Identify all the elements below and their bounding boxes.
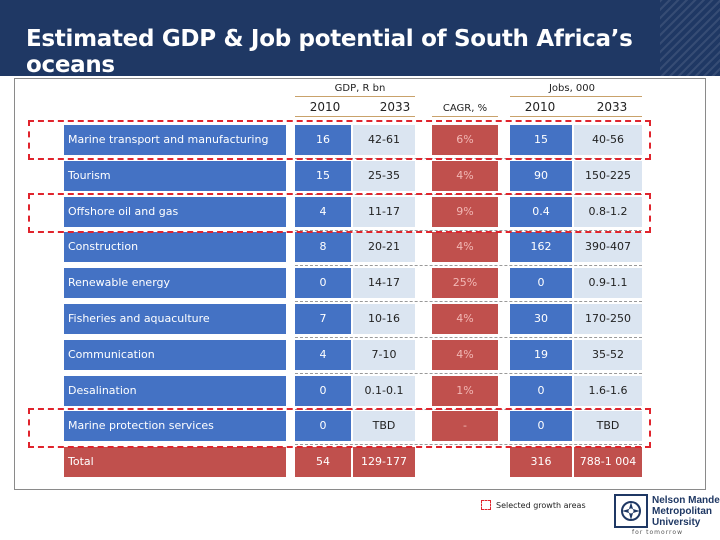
gdp-2010-cell: 7 — [295, 304, 351, 334]
slide-header: Estimated GDP & Job potential of South A… — [0, 0, 720, 78]
jobs-2010-cell: 30 — [510, 304, 572, 334]
jobs-2033-cell: 0.9-1.1 — [574, 268, 642, 298]
gdp-2033-cell: 42-61 — [353, 125, 415, 155]
gdp-group-header: GDP, R bn — [334, 83, 386, 94]
cagr-header: CAGR, % — [442, 103, 488, 114]
gdp-2010-cell: 4 — [295, 340, 351, 370]
cagr-cell: 4% — [432, 340, 498, 370]
logo-line1: Nelson Mandela — [652, 495, 720, 506]
gdp-2010-cell: 8 — [295, 232, 351, 262]
table-row-label: Tourism — [64, 161, 286, 191]
table-frame — [14, 78, 706, 490]
header-decoration — [660, 0, 720, 76]
row-separator — [295, 230, 642, 231]
total-jobs2033-cell: 788-1 004 — [574, 447, 642, 477]
table-row-label: Desalination — [64, 376, 286, 406]
gdp-2010-cell: 0 — [295, 376, 351, 406]
jobs-2033-cell: 390-407 — [574, 232, 642, 262]
jobs-2010-cell: 0.4 — [510, 197, 572, 227]
gdp-2033-cell: 11-17 — [353, 197, 415, 227]
legend-label: Selected growth areas — [496, 501, 586, 510]
gdp-2010-header: 2010 — [309, 100, 341, 114]
cagr-cell: 4% — [432, 161, 498, 191]
gdp-2033-cell: 14-17 — [353, 268, 415, 298]
jobs-2010-cell: 90 — [510, 161, 572, 191]
row-separator — [295, 265, 642, 266]
highlight-box-offshore-oil — [28, 193, 651, 233]
gdp-group-underline — [295, 96, 415, 97]
row-separator — [295, 373, 642, 374]
cagr-cell: 9% — [432, 197, 498, 227]
gdp-2010-cell: 0 — [295, 268, 351, 298]
jobs-2010-cell: 0 — [510, 411, 572, 441]
gdp-2033-cell: TBD — [353, 411, 415, 441]
jobs-2033-header: 2033 — [596, 100, 628, 114]
cagr-cell: 4% — [432, 232, 498, 262]
slide-title: Estimated GDP & Job potential of South A… — [26, 26, 633, 78]
gdp-2033-cell: 20-21 — [353, 232, 415, 262]
total-jobs2010-cell: 316 — [510, 447, 572, 477]
jobs-group-underline — [510, 96, 642, 97]
jobs-2033-cell: 150-225 — [574, 161, 642, 191]
jobs-2033-cell: 1.6-1.6 — [574, 376, 642, 406]
jobs-2033-cell: TBD — [574, 411, 642, 441]
gdp-header-underline — [295, 116, 415, 117]
table-row-label: Fisheries and aquaculture — [64, 304, 286, 334]
highlight-box-marine-transport — [28, 120, 651, 160]
logo-tagline: for tomorrow — [632, 529, 683, 536]
legend-swatch — [481, 500, 491, 510]
jobs-2033-cell: 0.8-1.2 — [574, 197, 642, 227]
logo-line2: Metropolitan — [652, 506, 712, 517]
jobs-2010-cell: 162 — [510, 232, 572, 262]
gdp-2010-cell: 4 — [295, 197, 351, 227]
cagr-cell: 4% — [432, 304, 498, 334]
total-row-label: Total — [64, 447, 286, 477]
jobs-2010-cell: 19 — [510, 340, 572, 370]
cagr-cell: 6% — [432, 125, 498, 155]
row-separator — [295, 444, 642, 445]
jobs-2010-cell: 15 — [510, 125, 572, 155]
gdp-2033-cell: 25-35 — [353, 161, 415, 191]
table-row-label: Renewable energy — [64, 268, 286, 298]
logo-line3: University — [652, 517, 701, 528]
table-row-label: Construction — [64, 232, 286, 262]
jobs-2033-cell: 40-56 — [574, 125, 642, 155]
university-logo-icon — [614, 494, 648, 528]
cagr-header-underline — [432, 116, 498, 117]
jobs-2033-cell: 170-250 — [574, 304, 642, 334]
table-row-label: Marine transport and manufacturing — [64, 125, 286, 155]
gdp-2010-cell: 16 — [295, 125, 351, 155]
cagr-cell: 25% — [432, 268, 498, 298]
total-gdp2033-cell: 129-177 — [353, 447, 415, 477]
highlight-box-marine-protection — [28, 408, 651, 448]
gdp-2033-cell: 0.1-0.1 — [353, 376, 415, 406]
gdp-2033-header: 2033 — [379, 100, 411, 114]
table-row-label: Marine protection services — [64, 411, 286, 441]
row-separator — [295, 337, 642, 338]
jobs-header-underline — [510, 116, 642, 117]
gdp-2010-cell: 0 — [295, 411, 351, 441]
table-row-label: Communication — [64, 340, 286, 370]
table-row-label: Offshore oil and gas — [64, 197, 286, 227]
jobs-group-header: Jobs, 000 — [548, 83, 596, 94]
gdp-2010-cell: 15 — [295, 161, 351, 191]
jobs-2010-cell: 0 — [510, 268, 572, 298]
total-gdp2010-cell: 54 — [295, 447, 351, 477]
jobs-2010-header: 2010 — [524, 100, 556, 114]
gdp-2033-cell: 7-10 — [353, 340, 415, 370]
cagr-cell: 1% — [432, 376, 498, 406]
jobs-2010-cell: 0 — [510, 376, 572, 406]
row-separator — [295, 301, 642, 302]
jobs-2033-cell: 35-52 — [574, 340, 642, 370]
gdp-2033-cell: 10-16 — [353, 304, 415, 334]
cagr-cell: - — [432, 411, 498, 441]
